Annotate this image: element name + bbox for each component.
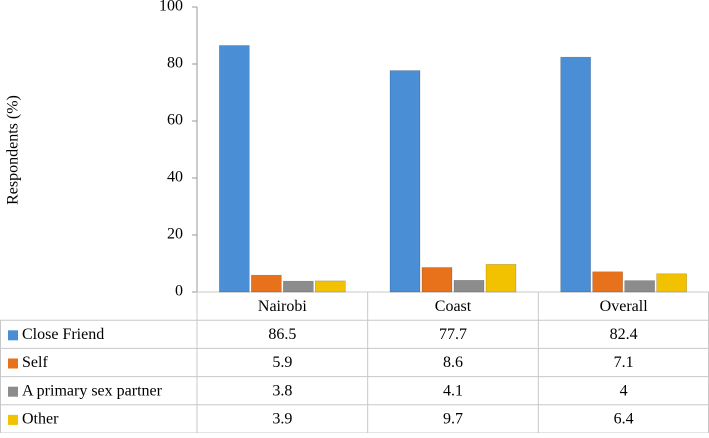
- table-value: 4: [620, 382, 628, 399]
- bar: [656, 273, 687, 293]
- table-value: 7.1: [614, 354, 634, 371]
- table-value: 6.4: [614, 411, 634, 428]
- y-tick-label: 60: [167, 112, 183, 129]
- legend-swatch: [8, 414, 18, 425]
- legend-label: Close Friend: [22, 326, 104, 343]
- legend-swatch: [8, 330, 18, 341]
- table-value: 9.7: [443, 411, 463, 428]
- table-value: 4.1: [443, 382, 463, 399]
- table-value: 77.7: [439, 326, 467, 343]
- x-tick-label: Nairobi: [258, 298, 307, 315]
- y-tick-label: 40: [167, 169, 183, 186]
- bar: [624, 280, 655, 293]
- bar: [389, 70, 421, 293]
- table-value: 8.6: [443, 354, 463, 371]
- y-axis-label: Respondents (%): [5, 95, 22, 205]
- table-value: 82.4: [610, 326, 638, 343]
- legend-swatch: [8, 358, 18, 369]
- table-value: 3.8: [272, 382, 292, 399]
- bar: [219, 45, 250, 293]
- bar: [251, 274, 282, 293]
- y-tick-label: 100: [159, 0, 183, 15]
- x-tick-label: Overall: [600, 298, 649, 315]
- table-value: 5.9: [272, 354, 292, 371]
- y-tick-label: 80: [167, 55, 183, 72]
- legend-label: Other: [22, 411, 59, 428]
- table-value: 3.9: [272, 411, 292, 428]
- legend-label: A primary sex partner: [22, 382, 163, 399]
- table-value: 86.5: [268, 326, 296, 343]
- bar: [592, 271, 623, 293]
- bar: [421, 267, 453, 293]
- legend-swatch: [8, 386, 18, 397]
- bar: [283, 280, 314, 293]
- y-tick-label: 20: [167, 226, 183, 243]
- legend-label: Self: [22, 354, 48, 371]
- bar: [485, 264, 517, 293]
- y-tick-label: 0: [175, 283, 183, 300]
- bar: [560, 56, 591, 293]
- x-tick-label: Coast: [435, 298, 472, 315]
- bar: [453, 280, 485, 293]
- bar: [315, 280, 346, 293]
